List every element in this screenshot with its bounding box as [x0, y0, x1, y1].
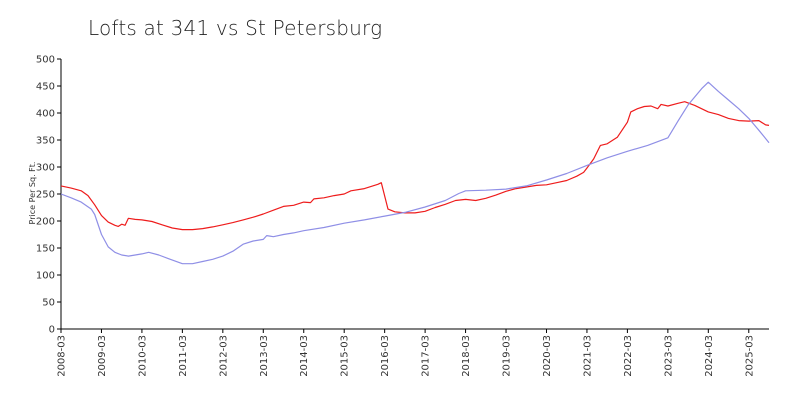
x-tick-label: 2008-03 [57, 335, 68, 377]
x-tick-label: 2016-03 [380, 335, 391, 377]
x-tick-label: 2009-03 [97, 335, 108, 377]
x-tick-label: 2025-03 [744, 335, 755, 377]
x-tick-label: 2021-03 [582, 335, 593, 377]
y-tick-label: 350 [36, 136, 55, 147]
series-line-2 [60, 81, 770, 265]
x-tick-label: 2020-03 [542, 335, 553, 377]
x-tick-label: 2024-03 [704, 335, 715, 377]
y-tick-label: 400 [36, 109, 55, 120]
x-tick-label: 2018-03 [461, 335, 472, 377]
x-tick-label: 2019-03 [502, 335, 513, 377]
y-tick-label: 50 [42, 298, 55, 309]
y-tick-label: 250 [36, 190, 55, 201]
y-tick-label: 0 [49, 325, 55, 336]
x-tick-label: 2017-03 [421, 335, 432, 377]
x-tick-label: 2013-03 [259, 335, 270, 377]
y-tick-label: 150 [36, 244, 55, 255]
y-axis-label: Price Per Sq. Ft. [28, 162, 37, 225]
x-tick-label: 2023-03 [663, 335, 674, 377]
y-tick-label: 200 [36, 217, 55, 228]
chart-axes: 0 50 100 150 200 250 300 350 400 450 500 2008-03 200… [36, 55, 769, 377]
x-tick-label: 2010-03 [137, 335, 148, 377]
x-tick-label: 2014-03 [299, 335, 310, 377]
x-tick-label: 2012-03 [218, 335, 229, 377]
x-tick-label: 2011-03 [178, 335, 189, 377]
y-tick-label: 300 [36, 163, 55, 174]
series-line-1 [60, 101, 770, 231]
y-tick-label: 450 [36, 82, 55, 93]
series-layer [60, 81, 770, 265]
y-tick-label: 500 [36, 55, 55, 66]
y-tick-label: 100 [36, 271, 55, 282]
chart-title: Lofts at 341 vs St Petersburg [88, 16, 383, 40]
x-tick-label: 2015-03 [340, 335, 351, 377]
x-tick-label: 2022-03 [623, 335, 634, 377]
